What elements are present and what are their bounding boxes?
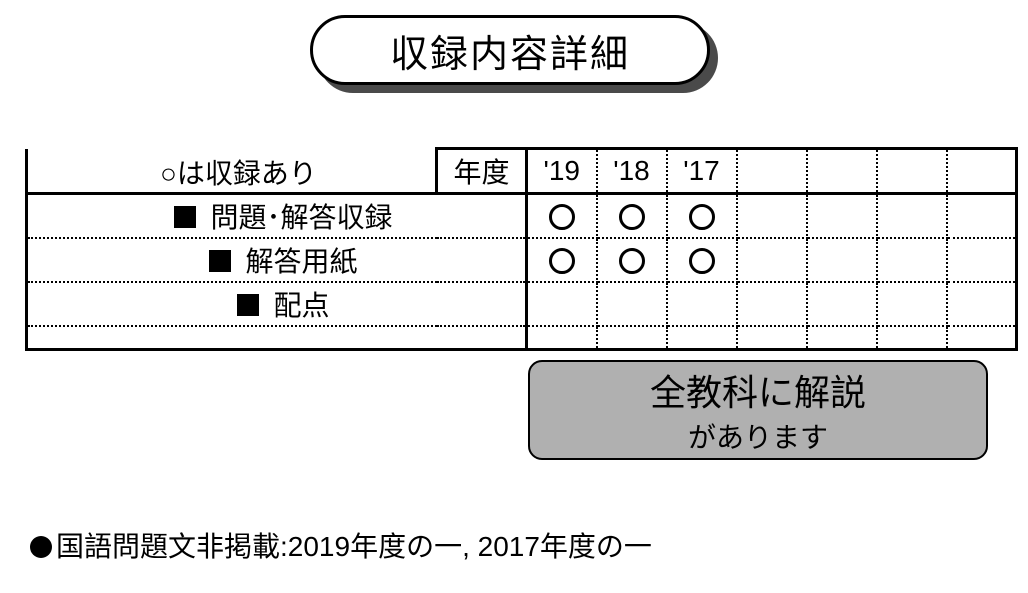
spacer-cell xyxy=(737,326,807,350)
cell xyxy=(597,282,667,326)
cell xyxy=(597,194,667,238)
title-badge: 収録内容詳細 xyxy=(310,15,710,85)
year-col-6 xyxy=(947,149,1017,194)
spacer-cell xyxy=(877,326,947,350)
cell xyxy=(737,194,807,238)
cell xyxy=(877,282,947,326)
year-col-1: '18 xyxy=(597,149,667,194)
contents-table: 年度 '19 '18 '17 問題･解答収録解答用紙配点 xyxy=(25,147,1018,351)
cell xyxy=(737,238,807,282)
year-col-5 xyxy=(877,149,947,194)
cell xyxy=(807,238,877,282)
spacer-cell xyxy=(807,326,877,350)
square-icon xyxy=(174,206,196,228)
row-label-text: 解答用紙 xyxy=(245,246,357,277)
spacer-cell xyxy=(527,326,597,350)
cell xyxy=(667,194,737,238)
row-label: 配点 xyxy=(27,282,527,326)
cell xyxy=(667,238,737,282)
circle-icon xyxy=(689,248,715,274)
note-box: 全教科に解説 があります xyxy=(528,360,988,460)
cell xyxy=(807,282,877,326)
spacer-cell xyxy=(27,326,527,350)
square-icon xyxy=(209,250,231,272)
row-label-text: 問題･解答収録 xyxy=(210,202,392,233)
circle-icon xyxy=(619,248,645,274)
cell xyxy=(947,238,1017,282)
square-icon xyxy=(237,294,259,316)
row-label: 問題･解答収録 xyxy=(27,194,527,238)
spacer-row xyxy=(27,326,1017,350)
table-row: 問題･解答収録 xyxy=(27,194,1017,238)
circle-icon xyxy=(619,204,645,230)
year-col-2: '17 xyxy=(667,149,737,194)
table-row: 解答用紙 xyxy=(27,238,1017,282)
footnote: 国語問題文非掲載:2019年度の一, 2017年度の一 xyxy=(30,525,652,565)
cell xyxy=(597,238,667,282)
circle-icon xyxy=(689,204,715,230)
row-label: 解答用紙 xyxy=(27,238,527,282)
footnote-text: 国語問題文非掲載:2019年度の一, 2017年度の一 xyxy=(56,531,652,562)
year-col-3 xyxy=(737,149,807,194)
spacer-cell xyxy=(667,326,737,350)
note-line2: があります xyxy=(688,416,828,456)
cell xyxy=(947,282,1017,326)
spacer-cell xyxy=(597,326,667,350)
bullet-icon xyxy=(30,536,52,558)
table-row: 配点 xyxy=(27,282,1017,326)
header-row: 年度 '19 '18 '17 xyxy=(27,149,1017,194)
cell xyxy=(527,194,597,238)
header-blank xyxy=(27,149,437,194)
year-col-0: '19 xyxy=(527,149,597,194)
cell xyxy=(947,194,1017,238)
circle-icon xyxy=(549,204,575,230)
row-label-text: 配点 xyxy=(273,290,329,321)
cell xyxy=(667,282,737,326)
spacer-cell xyxy=(947,326,1017,350)
title-text: 収録内容詳細 xyxy=(310,15,710,85)
cell xyxy=(877,194,947,238)
note-line1: 全教科に解説 xyxy=(650,364,866,416)
header-year: 年度 xyxy=(437,149,527,194)
cell xyxy=(807,194,877,238)
cell xyxy=(737,282,807,326)
year-col-4 xyxy=(807,149,877,194)
cell xyxy=(527,238,597,282)
cell xyxy=(527,282,597,326)
circle-icon xyxy=(549,248,575,274)
cell xyxy=(877,238,947,282)
